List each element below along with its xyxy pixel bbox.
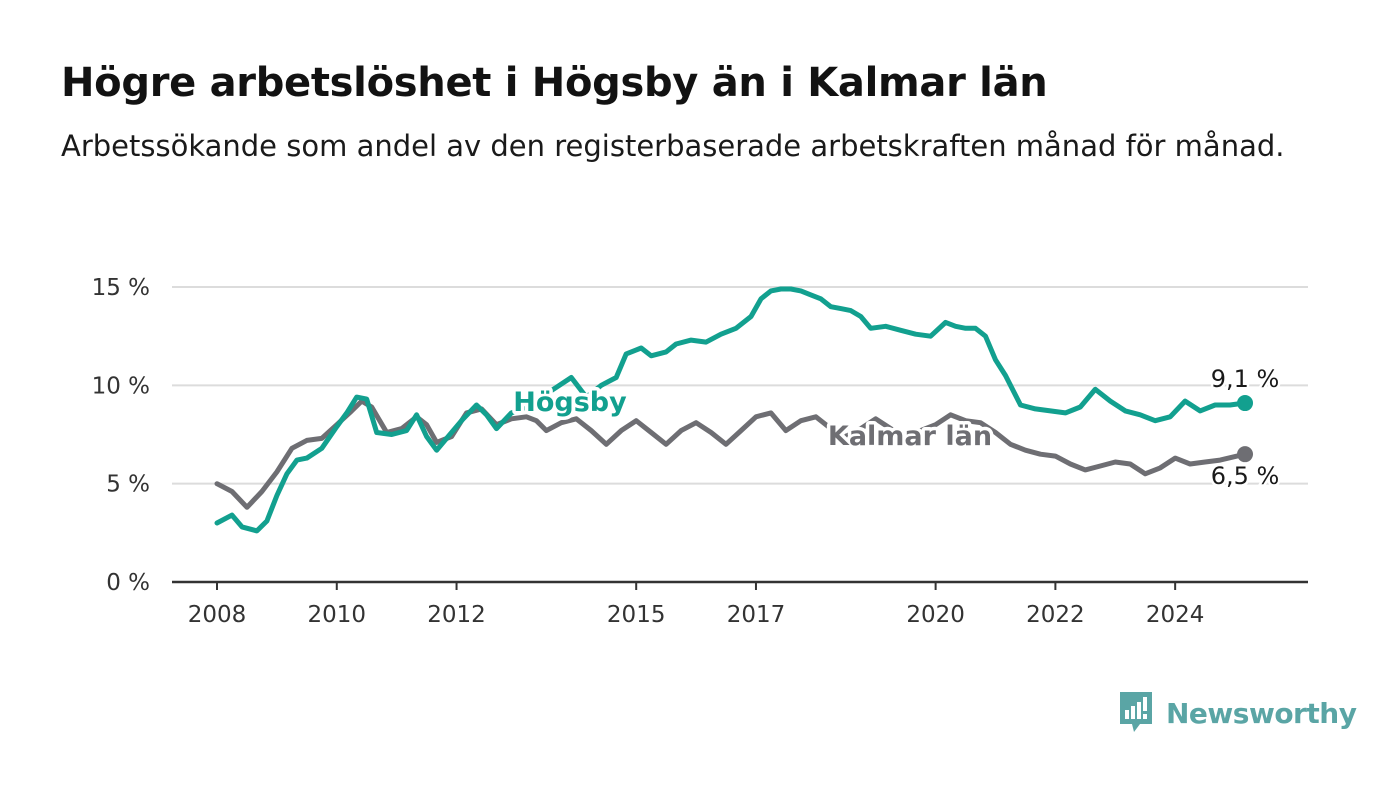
- series-label-kalmar-lan: Kalmar län: [828, 421, 992, 452]
- x-tick-label: 2024: [1146, 602, 1205, 628]
- y-tick-label: 10 %: [92, 373, 150, 399]
- y-tick-label: 0 %: [106, 570, 150, 596]
- end-value-label-kalmar-lan: 6,5 %: [1211, 462, 1280, 490]
- chart-title: Högre arbetslöshet i Högsby än i Kalmar …: [61, 60, 1048, 106]
- chart-subtitle: Arbetssökande som andel av den registerb…: [61, 129, 1285, 163]
- end-point-h-gsby: [1237, 395, 1254, 412]
- x-tick-label: 2022: [1026, 602, 1085, 628]
- y-tick-label: 5 %: [106, 472, 150, 498]
- gridlines: [172, 286, 1308, 584]
- end-point-kalmar-l-n: [1237, 446, 1254, 463]
- y-tick-label: 15 %: [92, 275, 150, 301]
- brand-name: Newsworthy: [1166, 696, 1357, 730]
- bar-chart-speech-bubble-icon: [1120, 692, 1152, 732]
- series-lines: [214, 286, 1254, 534]
- x-tick-label: 2020: [906, 602, 965, 628]
- series-labels: Högsby Kalmar län 9,1 % 6,5 %: [510, 363, 1282, 493]
- series-line-kalmar-l-n: [214, 398, 1248, 510]
- x-tick-label: 2008: [188, 602, 247, 628]
- end-value-label-hogsby: 9,1 %: [1211, 365, 1280, 393]
- x-tick-label: 2015: [607, 602, 666, 628]
- x-axis-labels: 2008 2010 2012 2015 2017 2020 2022 2024: [188, 582, 1205, 628]
- y-axis-labels: 0 % 5 % 10 % 15 %: [92, 275, 150, 596]
- newsworthy-logo: Newsworthy: [1118, 690, 1357, 736]
- x-tick-label: 2010: [308, 602, 367, 628]
- series-label-hogsby: Högsby: [513, 387, 627, 418]
- series-line-h-gsby: [214, 286, 1248, 534]
- x-tick-label: 2012: [427, 602, 486, 628]
- x-tick-label: 2017: [727, 602, 786, 628]
